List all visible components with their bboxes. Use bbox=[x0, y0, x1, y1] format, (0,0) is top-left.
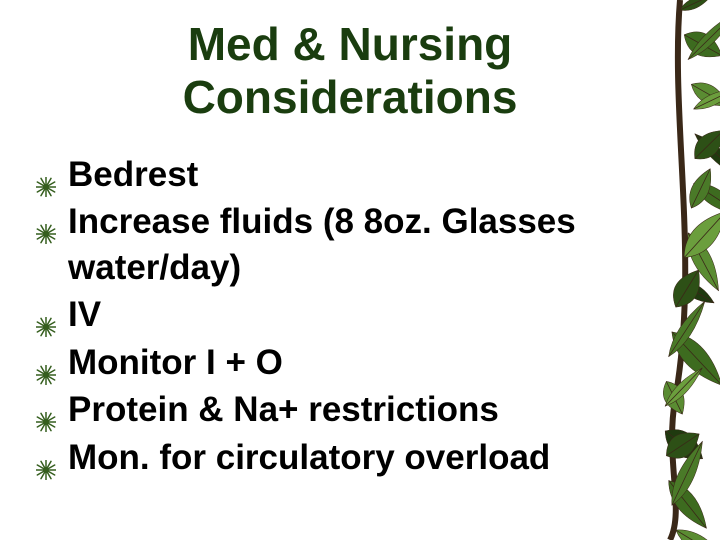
bullet-text: Mon. for circulatory overload bbox=[68, 438, 550, 477]
bullet-item: IV bbox=[36, 292, 690, 338]
slide: Med & Nursing Considerations Bedrest Incr… bbox=[0, 0, 720, 540]
bullet-text: Protein & Na+ restrictions bbox=[68, 390, 499, 429]
starburst-icon bbox=[36, 446, 56, 466]
starburst-icon bbox=[36, 351, 56, 371]
bullet-text: Bedrest bbox=[68, 155, 198, 194]
bullet-item: Bedrest bbox=[36, 152, 690, 198]
slide-title: Med & Nursing Considerations bbox=[30, 18, 690, 124]
starburst-icon bbox=[36, 398, 56, 418]
bullet-text: IV bbox=[68, 295, 101, 334]
bullet-item: Protein & Na+ restrictions bbox=[36, 387, 690, 433]
bullet-item: Mon. for circulatory overload bbox=[36, 435, 690, 481]
bullet-text: Increase fluids (8 8oz. Glasses water/da… bbox=[68, 202, 576, 287]
bullet-item: Monitor I + O bbox=[36, 340, 690, 386]
starburst-icon bbox=[36, 163, 56, 183]
bullet-text: Monitor I + O bbox=[68, 343, 283, 382]
starburst-icon bbox=[36, 210, 56, 230]
bullet-list: Bedrest Increase fluids (8 8oz. Glasses w… bbox=[30, 152, 690, 481]
starburst-icon bbox=[36, 303, 56, 323]
bullet-item: Increase fluids (8 8oz. Glasses water/da… bbox=[36, 199, 690, 290]
